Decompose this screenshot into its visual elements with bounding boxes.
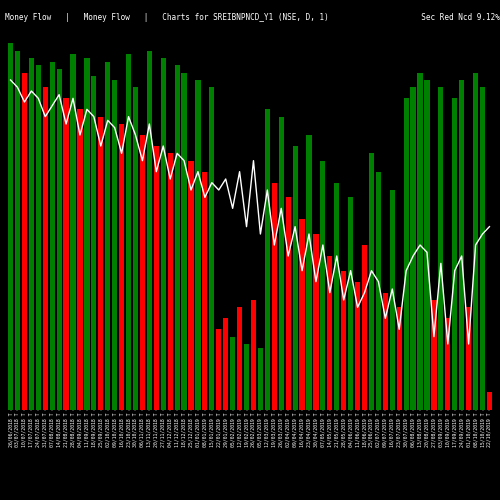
Bar [202, 172, 207, 410]
Bar [473, 72, 478, 410]
Bar [369, 154, 374, 410]
Bar [22, 72, 27, 410]
Bar [154, 146, 159, 410]
Bar [334, 182, 340, 410]
Bar [327, 256, 332, 410]
Bar [445, 318, 450, 410]
Bar [42, 88, 48, 410]
Bar [70, 54, 76, 410]
Bar [487, 392, 492, 410]
Bar [140, 135, 145, 410]
Bar [258, 348, 263, 410]
Bar [91, 76, 96, 410]
Bar [182, 72, 186, 410]
Bar [264, 110, 270, 410]
Bar [237, 308, 242, 410]
Bar [15, 50, 20, 410]
Bar [292, 146, 298, 410]
Bar [278, 116, 284, 410]
Bar [105, 62, 110, 410]
Bar [452, 98, 458, 410]
Bar [78, 110, 82, 410]
Bar [29, 58, 34, 410]
Bar [56, 69, 62, 410]
Bar [112, 80, 117, 410]
Bar [36, 66, 41, 410]
Bar [410, 88, 416, 410]
Bar [230, 336, 235, 410]
Bar [466, 308, 471, 410]
Bar [196, 80, 200, 410]
Bar [355, 282, 360, 410]
Bar [404, 98, 409, 410]
Bar [341, 270, 346, 410]
Bar [244, 344, 249, 410]
Bar [223, 318, 228, 410]
Bar [320, 160, 326, 410]
Bar [424, 80, 430, 410]
Bar [64, 98, 68, 410]
Bar [147, 50, 152, 410]
Bar [251, 300, 256, 410]
Bar [168, 154, 173, 410]
Bar [160, 58, 166, 410]
Bar [188, 160, 194, 410]
Bar [382, 292, 388, 410]
Bar [314, 234, 318, 410]
Bar [174, 66, 180, 410]
Bar [216, 330, 222, 410]
Bar [362, 245, 367, 410]
Bar [348, 198, 353, 410]
Bar [459, 80, 464, 410]
Bar [272, 182, 277, 410]
Bar [50, 62, 55, 410]
Bar [376, 172, 381, 410]
Bar [119, 124, 124, 410]
Bar [418, 72, 422, 410]
Bar [438, 88, 444, 410]
Bar [209, 88, 214, 410]
Bar [300, 220, 304, 410]
Bar [396, 308, 402, 410]
Bar [133, 88, 138, 410]
Bar [98, 116, 103, 410]
Bar [480, 88, 485, 410]
Bar [286, 198, 291, 410]
Bar [390, 190, 395, 410]
Bar [432, 300, 436, 410]
Bar [8, 44, 13, 410]
Text: Money Flow   |   Money Flow   |   Charts for SREIBNPNCD_Y1 (NSE, D, 1)          : Money Flow | Money Flow | Charts for SRE… [5, 12, 500, 22]
Bar [84, 58, 89, 410]
Bar [306, 135, 312, 410]
Bar [126, 54, 131, 410]
